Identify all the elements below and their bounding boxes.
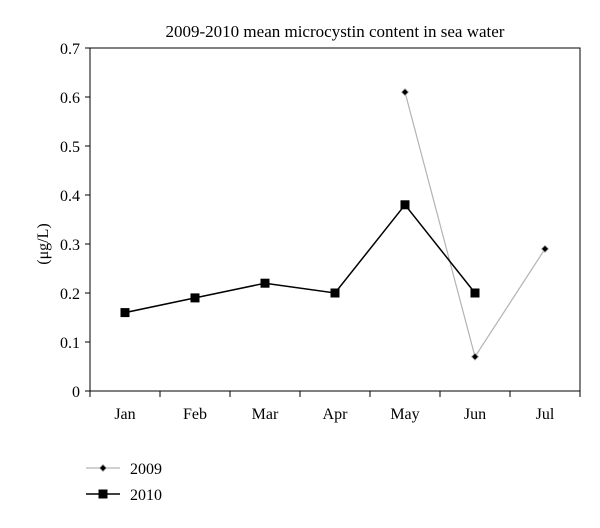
x-tick-label: Jul bbox=[536, 406, 555, 423]
legend-label: 2009 bbox=[130, 461, 162, 478]
x-tick-label: Jun bbox=[464, 406, 486, 423]
y-tick-label: 0 bbox=[72, 384, 80, 401]
data-point-2009 bbox=[540, 244, 550, 253]
y-axis-ticks: 0 0.1 0.2 0.3 0.4 0.5 0.6 0.7 bbox=[60, 41, 90, 401]
series-2009 bbox=[400, 88, 550, 361]
data-point-2010 bbox=[330, 288, 340, 298]
x-tick-label: Apr bbox=[323, 406, 349, 423]
data-point-2010 bbox=[120, 308, 130, 318]
series-line-2009 bbox=[404, 91, 546, 359]
series-2010 bbox=[120, 200, 480, 318]
x-tick-label: Mar bbox=[252, 406, 279, 423]
series-layer bbox=[120, 88, 550, 361]
data-point-2010 bbox=[190, 293, 200, 303]
x-tick-label: Feb bbox=[183, 406, 207, 423]
x-axis-ticks: Jan Feb Mar Apr May Jun Jul bbox=[89, 391, 581, 423]
legend-marker bbox=[98, 463, 108, 473]
legend: 2009 2010 bbox=[86, 461, 162, 504]
y-tick-label: 0.7 bbox=[60, 41, 80, 58]
plot-area bbox=[89, 47, 581, 392]
data-point-2010 bbox=[400, 200, 410, 210]
y-tick-label: 0.2 bbox=[60, 286, 80, 303]
x-tick-label: Jan bbox=[114, 406, 135, 423]
legend-marker bbox=[98, 489, 108, 499]
y-tick-label: 0.1 bbox=[60, 335, 80, 352]
legend-item-2010: 2010 bbox=[86, 487, 162, 504]
data-point-2010 bbox=[470, 288, 480, 298]
chart-title: 2009-2010 mean microcystin content in se… bbox=[166, 22, 505, 41]
data-point-2009 bbox=[400, 88, 410, 97]
legend-item-2009: 2009 bbox=[86, 461, 162, 478]
data-point-2010 bbox=[260, 278, 270, 288]
x-tick-label: May bbox=[390, 406, 419, 423]
y-tick-label: 0.3 bbox=[60, 237, 80, 254]
series-line-2010 bbox=[124, 203, 476, 314]
y-tick-label: 0.5 bbox=[60, 139, 80, 156]
y-tick-label: 0.6 bbox=[60, 90, 80, 107]
y-axis-label: (μg/L) bbox=[35, 223, 52, 264]
legend-label: 2010 bbox=[130, 487, 162, 504]
y-tick-label: 0.4 bbox=[60, 188, 80, 205]
data-point-2009 bbox=[470, 352, 480, 361]
